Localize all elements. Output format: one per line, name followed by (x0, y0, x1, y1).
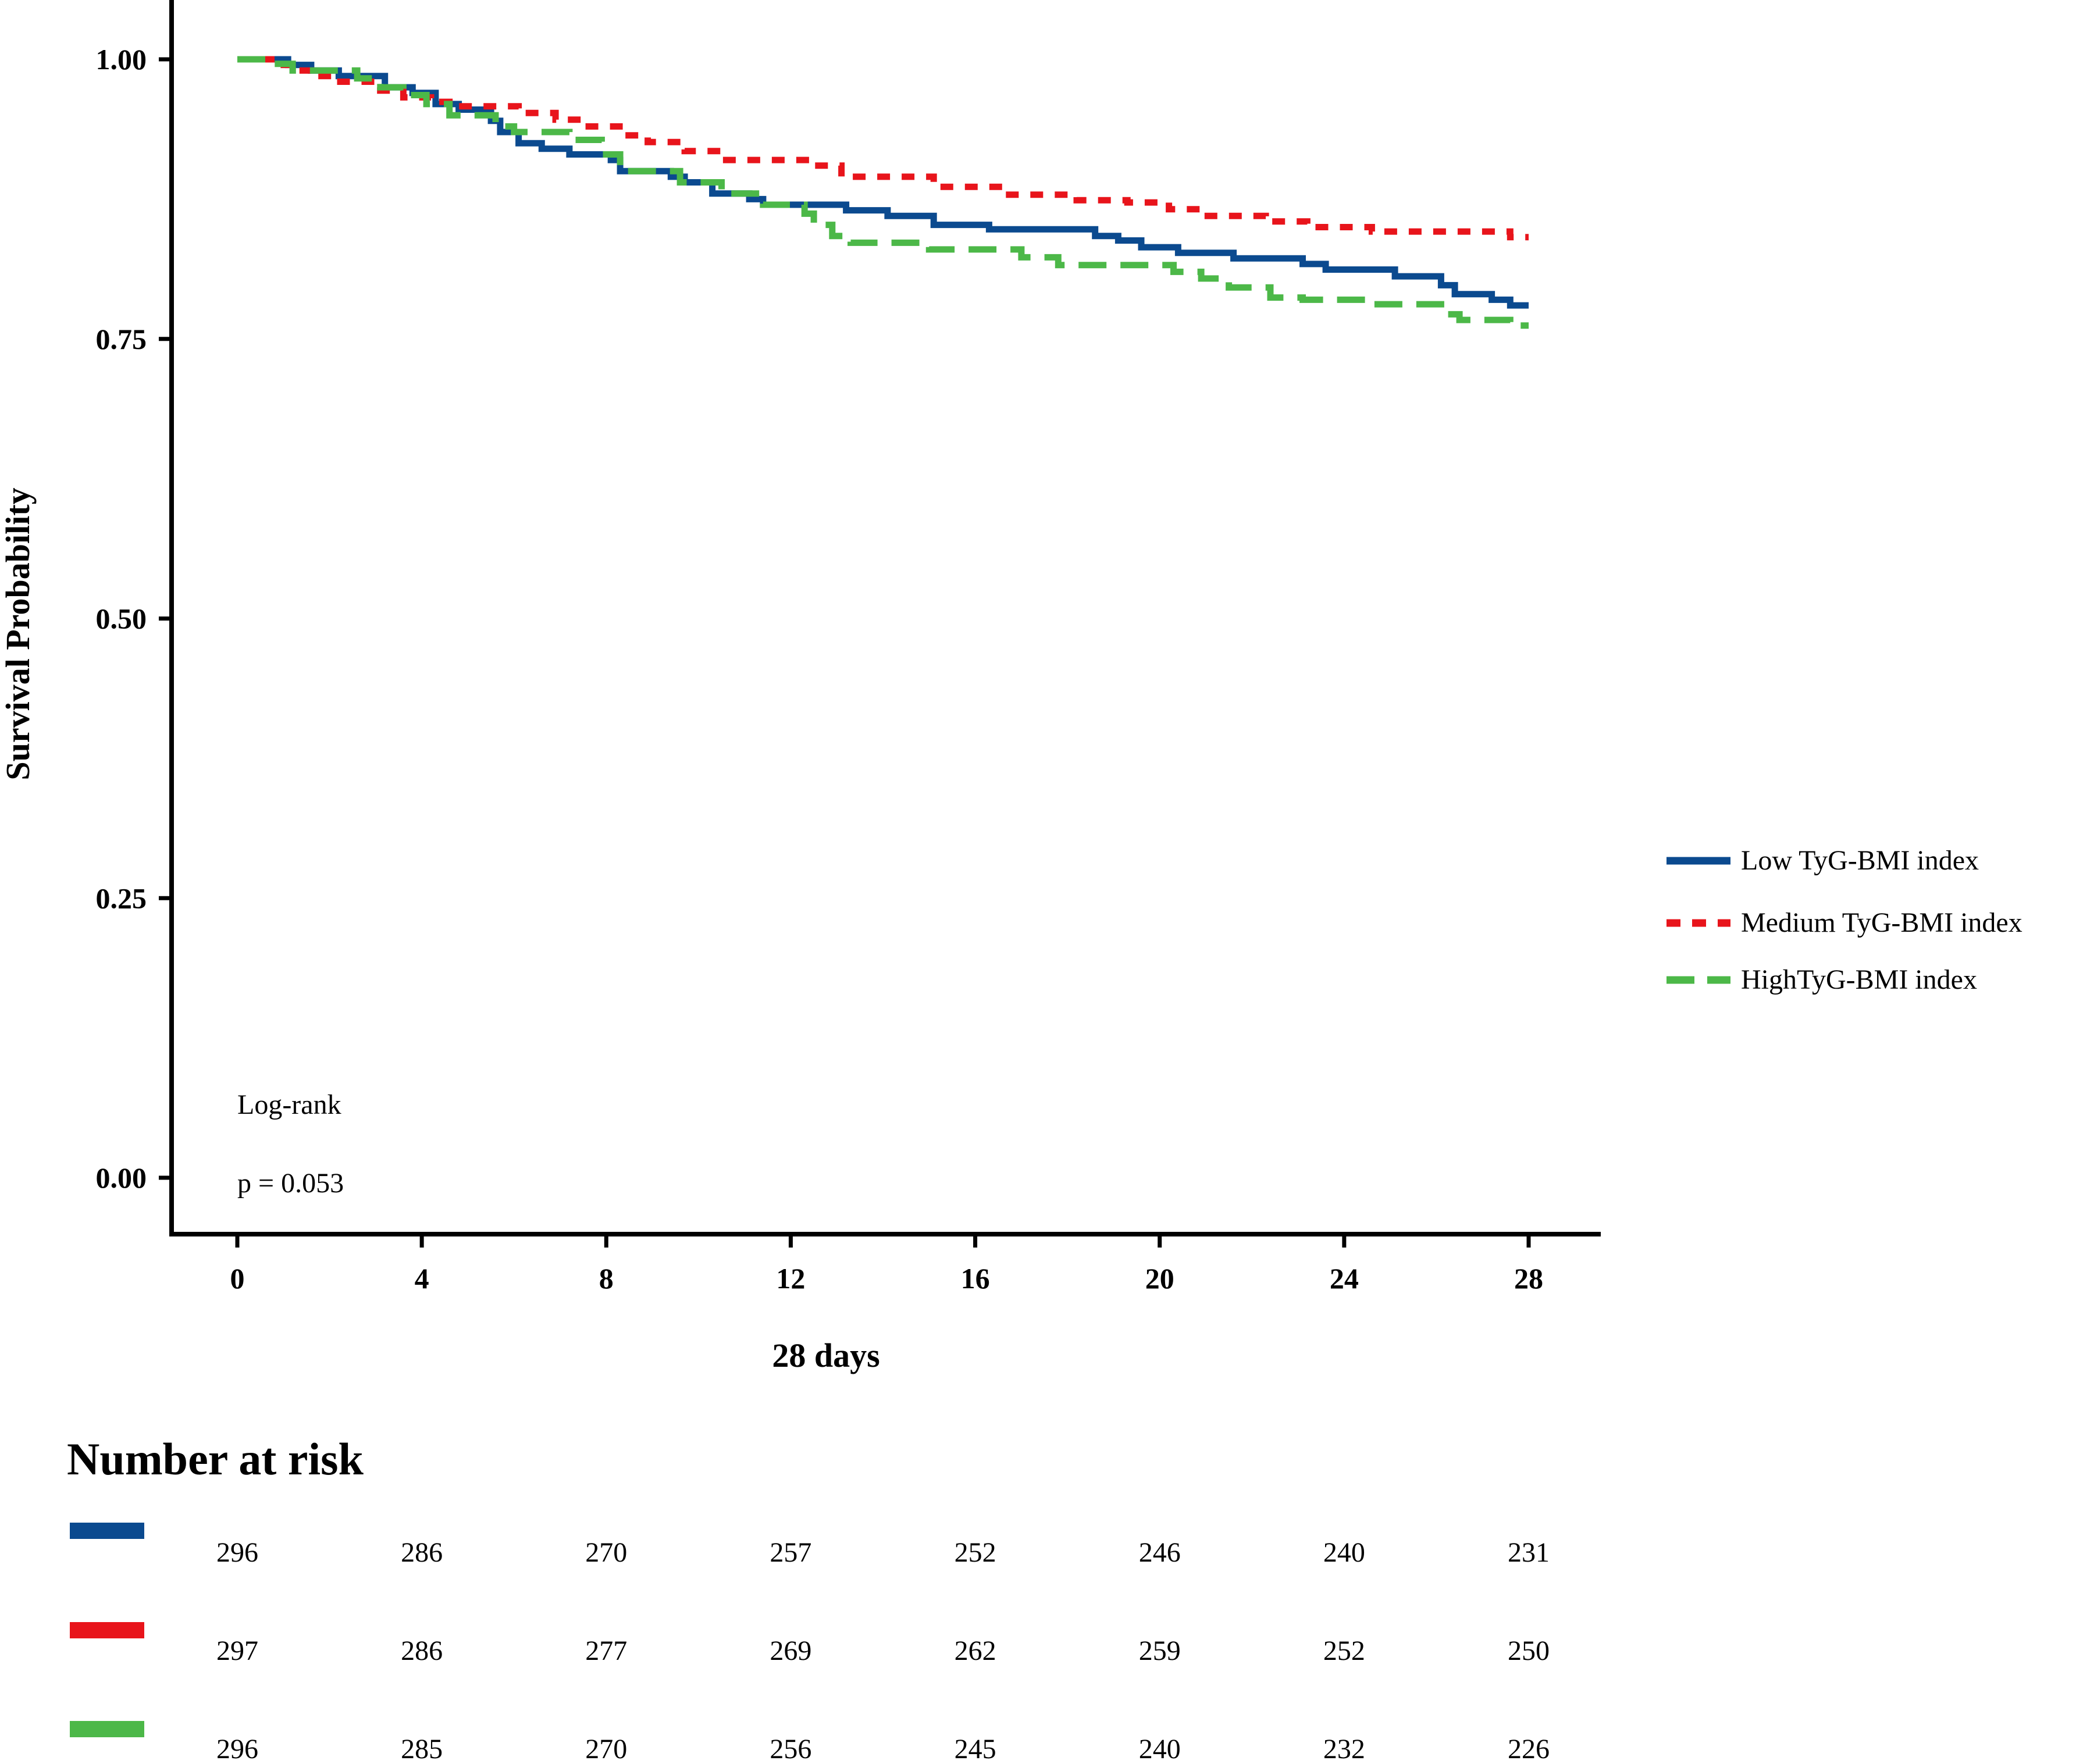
risk-count: 270 (585, 1537, 627, 1568)
legend-label-1: Low TyG-BMI index (1741, 845, 1979, 876)
x-tick-label: 24 (1330, 1262, 1359, 1295)
risk-count: 246 (1139, 1537, 1181, 1568)
x-tick-label: 12 (776, 1262, 805, 1295)
log-rank-label: Log-rank (237, 1089, 341, 1120)
x-tick-label: 28 (1514, 1262, 1543, 1295)
x-tick-label: 4 (415, 1262, 429, 1295)
risk-row-swatch-1 (70, 1523, 144, 1539)
risk-count: 226 (1508, 1734, 1550, 1761)
legend-label-2: Medium TyG-BMI index (1741, 907, 2022, 938)
risk-count: 270 (585, 1734, 627, 1761)
risk-count: 252 (955, 1537, 996, 1568)
x-ticks-group: 0 4 8 12 16 20 24 28 (230, 1234, 1543, 1295)
risk-count: 232 (1323, 1734, 1365, 1761)
risk-count: 252 (1323, 1635, 1365, 1666)
risk-row-swatch-2 (70, 1622, 144, 1638)
number-at-risk-table: 296 286 270 257 252 246 240 231 297 286 277 269 262 2… (70, 1523, 1550, 1764)
risk-count: 269 (770, 1635, 811, 1666)
risk-count: 231 (1508, 1537, 1550, 1568)
axes-group (169, 0, 1601, 1236)
risk-count: 259 (1139, 1635, 1181, 1666)
risk-count: 256 (770, 1734, 811, 1761)
risk-count: 250 (1508, 1635, 1550, 1666)
y-tick-label: 1.00 (96, 43, 147, 76)
y-tick-label: 0.25 (96, 882, 147, 914)
risk-row-swatch-3 (70, 1721, 144, 1737)
y-tick-label: 0.75 (96, 323, 147, 355)
survival-curves-group (237, 56, 1529, 329)
risk-count: 297 (216, 1635, 258, 1666)
risk-count: 286 (401, 1537, 443, 1568)
y-axis-title: Survival Probability (0, 487, 37, 780)
risk-count: 277 (585, 1635, 627, 1666)
x-tick-label: 0 (230, 1262, 245, 1295)
x-tick-label: 20 (1145, 1262, 1174, 1295)
y-ticks-group: 0.00 0.25 0.50 0.75 1.00 (96, 43, 172, 1194)
risk-count: 257 (770, 1537, 811, 1568)
risk-count: 296 (216, 1734, 258, 1761)
survival-curve-3 (237, 56, 1529, 329)
number-at-risk-title: Number at risk (67, 1434, 364, 1484)
risk-count: 240 (1139, 1734, 1181, 1761)
x-tick-label: 16 (961, 1262, 990, 1295)
y-tick-label: 0.00 (96, 1161, 147, 1194)
risk-count: 296 (216, 1537, 258, 1568)
x-tick-label: 8 (599, 1262, 614, 1295)
legend: Low TyG-BMI index Medium TyG-BMI index Hig… (1667, 845, 2022, 995)
legend-label-3: HighTyG-BMI index (1741, 964, 1977, 995)
y-tick-label: 0.50 (96, 603, 147, 635)
risk-count: 262 (955, 1635, 996, 1666)
x-axis-title: 28 days (772, 1337, 879, 1374)
risk-count: 240 (1323, 1537, 1365, 1568)
p-value-label: p = 0.053 (237, 1168, 344, 1199)
risk-count: 285 (401, 1734, 443, 1761)
risk-count: 286 (401, 1635, 443, 1666)
risk-count: 245 (955, 1734, 996, 1761)
